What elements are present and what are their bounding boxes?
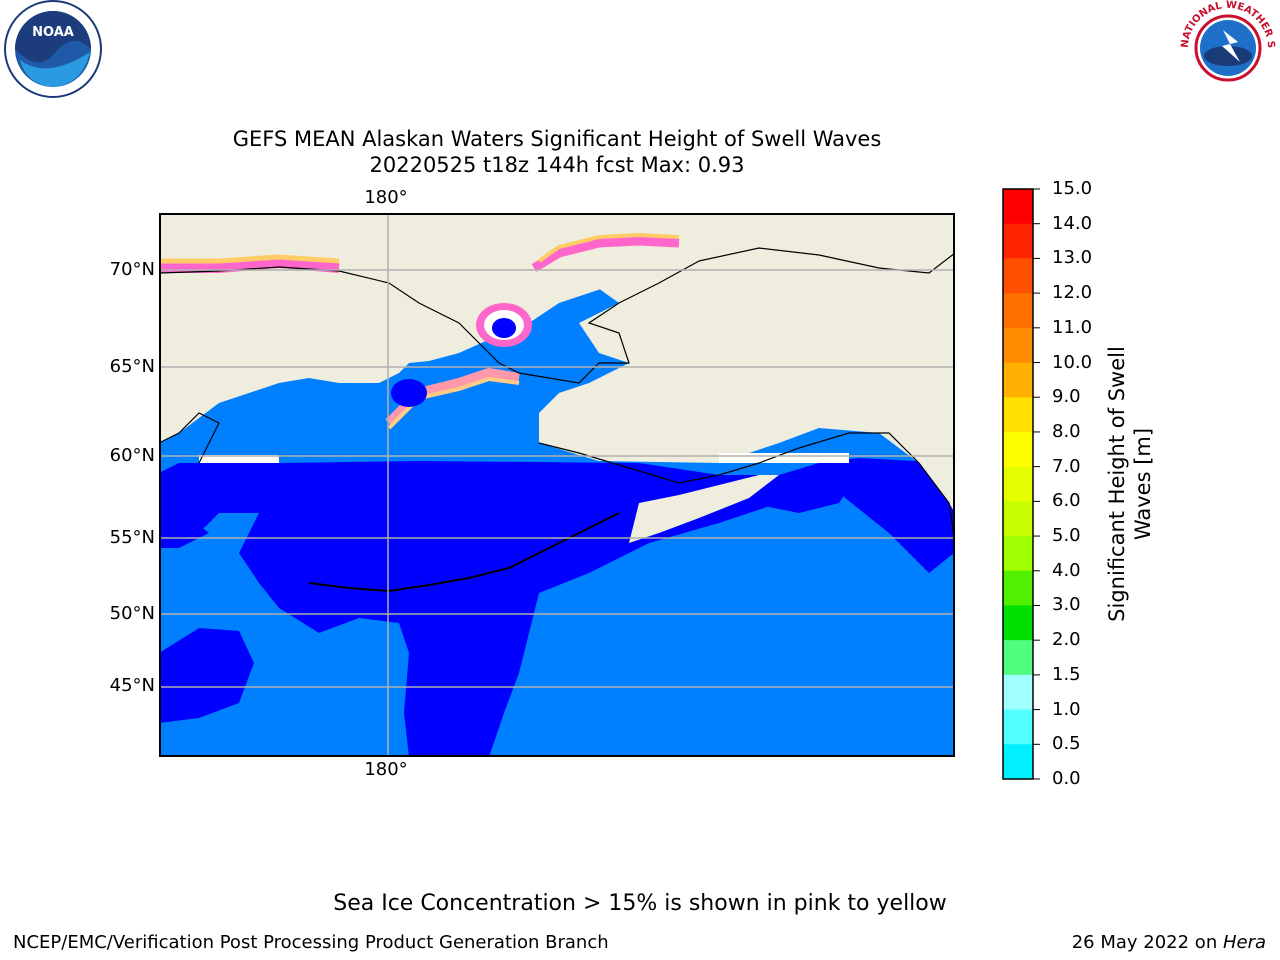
sea-ice-band (537, 232, 680, 263)
colorbar-segment (1003, 189, 1033, 225)
swell-low-patch (160, 513, 209, 548)
colorbar-segment (1003, 466, 1033, 502)
lon-label-bottom: 180° (364, 759, 408, 780)
sea-ice-note: Sea Ice Concentration > 15% is shown in … (333, 891, 947, 916)
land-north (160, 214, 954, 443)
lat-label-70: 70°N (109, 259, 155, 280)
colorbar-tick-label: 0.0 (1052, 768, 1081, 789)
colorbar-segment (1003, 362, 1033, 398)
colorbar-tick-label: 9.0 (1052, 386, 1081, 408)
sea-ice-band (160, 257, 340, 273)
aleutian-islands (308, 512, 620, 593)
colorbar-segment (1003, 258, 1033, 294)
lat-label-55: 55°N (109, 527, 155, 548)
land-peninsula (629, 475, 779, 543)
lon-label-top: 180° (364, 187, 408, 208)
swell-low-region (160, 458, 954, 756)
lat-label-50: 50°N (109, 603, 155, 624)
colorbar-segment (1003, 674, 1033, 711)
lat-label-45: 45°N (109, 675, 155, 696)
colorbar-segment (1003, 640, 1033, 676)
noaa-logo-text: NOAA (32, 25, 74, 40)
colorbar-tick-label: 8.0 (1052, 420, 1081, 442)
colorbar-tick-label: 5.0 (1052, 525, 1081, 547)
colorbar-segment (1003, 709, 1033, 745)
colorbar-tick-label: 4.0 (1052, 559, 1081, 581)
swell-low-patch (391, 379, 427, 407)
colorbar-tick-label: 1.0 (1052, 698, 1081, 720)
colorbar-tick-label: 6.0 (1052, 490, 1081, 512)
colorbar-tick-label: 13.0 (1052, 247, 1093, 269)
colorbar-segment (1003, 293, 1033, 329)
swell-low-patch (749, 463, 859, 513)
no-data-strip (199, 455, 279, 463)
colorbar-tick-label: 11.0 (1052, 316, 1093, 338)
colorbar-segment (1003, 327, 1033, 364)
no-data-strip (719, 453, 849, 463)
colorbar-tick-label: 14.0 (1052, 212, 1093, 234)
colorbar-tick-label: 1.5 (1052, 663, 1081, 685)
graticule (159, 213, 955, 757)
colorbar-tick-label: 15.0 (1052, 178, 1093, 199)
colorbar (1002, 188, 1040, 780)
footer-date-text: 26 May 2022 on (1071, 932, 1223, 953)
colorbar-frame (1002, 188, 1034, 780)
colorbar-title: Significant Height of Swell Waves [m] (1104, 324, 1156, 644)
chart-subtitle: 20220525 t18z 144h fcst Max: 0.93 (369, 153, 745, 177)
footer-machine: Hera (1222, 932, 1266, 953)
colorbar-segment (1003, 536, 1033, 572)
land-alaska (539, 214, 954, 512)
swell-low-patch (160, 628, 254, 723)
coastline (160, 412, 220, 464)
sea-ice-band (531, 236, 680, 272)
colorbar-title-line2: Waves [m] (1131, 427, 1155, 541)
colorbar-tick-label: 3.0 (1052, 594, 1081, 616)
sea-ice-band (387, 376, 520, 430)
lat-label-65: 65°N (109, 356, 155, 377)
colorbar-segment (1003, 501, 1033, 537)
noaa-logo: NOAA (4, 0, 102, 98)
colorbar-title-line1: Significant Height of Swell (1105, 346, 1129, 622)
map-plot (159, 213, 955, 757)
colorbar-tick-label: 2.0 (1052, 629, 1081, 651)
colorbar-segment (1003, 744, 1033, 780)
colorbar-tick-label: 10.0 (1052, 351, 1093, 373)
colorbar-segment (1003, 431, 1033, 468)
footer-organization: NCEP/EMC/Verification Post Processing Pr… (13, 932, 609, 953)
colorbar-tick-label: 0.5 (1052, 733, 1081, 755)
colorbar-tick-label: 7.0 (1052, 455, 1081, 477)
nws-logo: NATIONAL WEATHER SERVICE (1178, 0, 1276, 94)
colorbar-segment (1003, 397, 1033, 433)
footer-date: 26 May 2022 on Hera (1072, 932, 1266, 953)
colorbar-tick-label: 12.0 (1052, 282, 1093, 304)
map-frame (159, 213, 955, 757)
colorbar-segment (1003, 570, 1033, 606)
chart-title: GEFS MEAN Alaskan Waters Significant Hei… (232, 127, 882, 151)
sea-ice-band (160, 254, 340, 264)
lat-label-60: 60°N (109, 445, 155, 466)
colorbar-segment (1003, 223, 1033, 259)
colorbar-segment (1003, 605, 1033, 641)
